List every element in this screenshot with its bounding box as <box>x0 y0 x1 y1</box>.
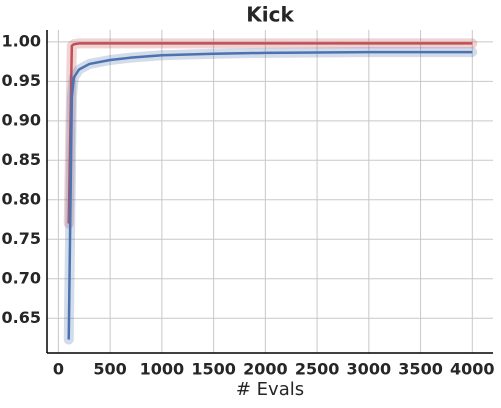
y-tick-label: 1.00 <box>2 31 41 50</box>
y-tick-label: 0.75 <box>2 229 41 248</box>
x-tick-label: 1000 <box>140 360 185 379</box>
line <box>67 42 473 224</box>
y-tick-label: 0.90 <box>2 110 41 129</box>
line <box>67 50 473 340</box>
x-tick-label: 3500 <box>398 360 443 379</box>
x-tick-label: 1500 <box>191 360 236 379</box>
x-axis-label: # Evals <box>236 379 304 400</box>
line-band <box>63 47 478 345</box>
y-tick-label: 0.70 <box>2 268 41 287</box>
x-tick-label: 4000 <box>450 360 495 379</box>
line-band <box>63 38 478 229</box>
y-tick-label: 0.80 <box>2 189 41 208</box>
y-tick-label: 0.95 <box>2 71 41 90</box>
x-tick-label: 3000 <box>347 360 392 379</box>
x-tick-label: 500 <box>93 360 126 379</box>
x-tick-label: 0 <box>53 360 64 379</box>
x-tick-label: 2000 <box>243 360 288 379</box>
x-tick-label: 2500 <box>295 360 340 379</box>
y-tick-label: 0.85 <box>2 150 41 169</box>
chart-title: Kick <box>246 3 294 27</box>
y-tick-label: 0.65 <box>2 308 41 327</box>
